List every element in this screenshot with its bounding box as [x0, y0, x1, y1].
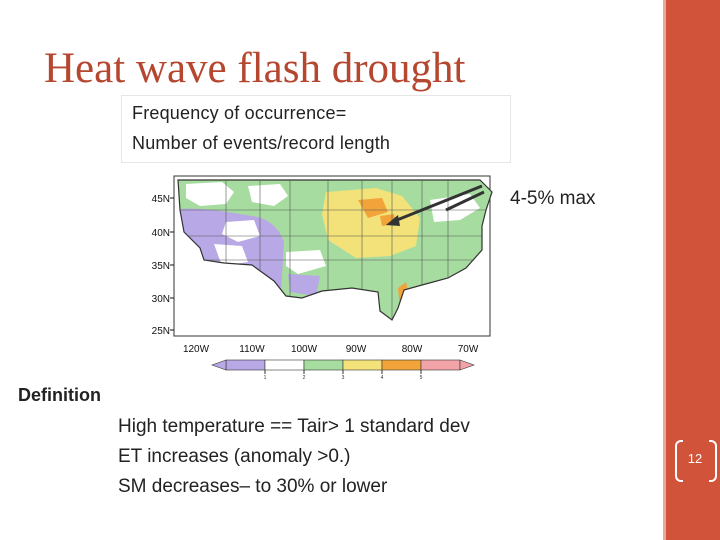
definition-line-1: High temperature == Tair> 1 standard dev [118, 416, 470, 437]
definition-line-2: ET increases (anomaly >0.) [118, 446, 351, 467]
page-number-bracket-left [675, 440, 683, 482]
lat-label: 30N [152, 294, 170, 305]
colorbar-tick-label: 3 [342, 375, 345, 380]
colorbar-segment [420, 359, 461, 371]
colorbar-segment [303, 359, 344, 371]
colorbar-tick-label: 1 [264, 375, 267, 380]
max-arrow-2 [445, 190, 485, 212]
max-arrow-1-head [386, 215, 400, 226]
lon-label: 80W [402, 344, 423, 355]
colorbar-tick-label: 5 [420, 375, 423, 380]
lat-ticks [170, 197, 174, 331]
frequency-box: Frequency of occurrence= Number of event… [122, 96, 510, 162]
colorbar-extend-left [211, 359, 227, 371]
lon-label: 70W [458, 344, 479, 355]
colorbar-segment [264, 359, 305, 371]
lon-label: 120W [183, 344, 210, 355]
colorbar-tick-label: 4 [381, 375, 384, 380]
frequency-line-1: Frequency of occurrence= [132, 103, 347, 123]
lon-label: 100W [291, 344, 318, 355]
lon-label: 110W [239, 344, 265, 355]
lat-label: 25N [152, 326, 170, 337]
definition-line-3: SM decreases– to 30% or lower [118, 476, 388, 497]
colorbar-extend-right [459, 359, 475, 371]
colorbar: 1 2 3 4 5 [211, 359, 475, 380]
page-number-bracket-right [709, 440, 717, 482]
frequency-line-2: Number of events/record length [132, 133, 391, 153]
definition-heading: Definition [18, 385, 101, 405]
colorbar-segment [381, 359, 422, 371]
colorbar-segment [225, 359, 266, 371]
us-frequency-map: 45N 40N 35N 30N 25N 120W 110W 100W 90W 8… [152, 175, 493, 380]
page-number: 12 [687, 451, 703, 466]
max-annotation: 4-5% max [510, 188, 596, 209]
lat-label: 45N [152, 194, 170, 205]
sidebar-edge [663, 0, 666, 540]
colorbar-segment [342, 359, 383, 371]
lon-label: 90W [346, 344, 367, 355]
max-arrow-1 [391, 184, 483, 224]
lat-label: 35N [152, 261, 170, 272]
lat-label: 40N [152, 228, 170, 239]
slide-title: Heat wave flash drought [44, 45, 466, 92]
colorbar-tick-label: 2 [303, 375, 306, 380]
